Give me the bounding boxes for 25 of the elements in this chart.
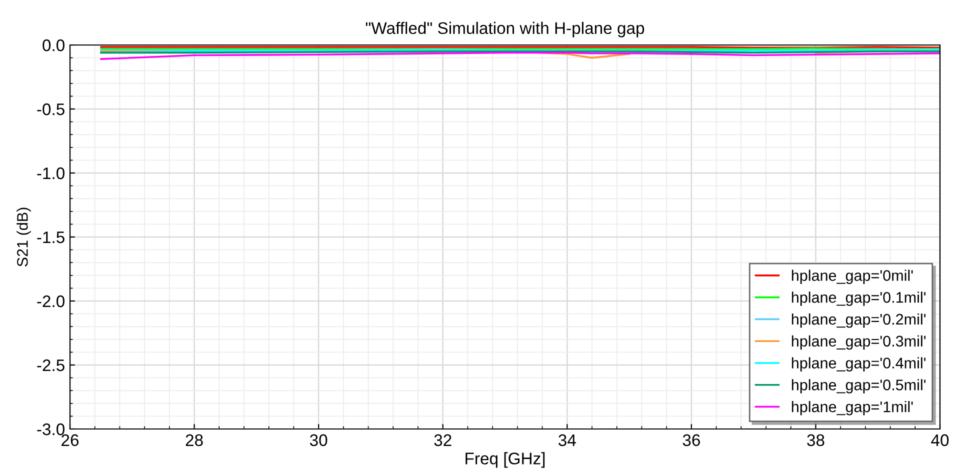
x-tick-label: 38	[807, 434, 824, 446]
legend-label: hplane_gap='0mil'	[792, 270, 913, 284]
x-tick-label: 34	[558, 434, 576, 446]
x-tick-label: 36	[682, 434, 700, 446]
x-tick-label: 28	[186, 434, 203, 446]
legend-label: hplane_gap='1mil'	[792, 401, 913, 416]
y-axis-title: S21 (dB)	[16, 208, 31, 266]
x-tick-label: 40	[931, 434, 949, 446]
y-tick-label: -1.5	[37, 232, 64, 244]
legend-label: hplane_gap='0.2mil'	[792, 313, 926, 328]
y-tick-label: -2.5	[37, 359, 64, 372]
x-tick-label: 30	[310, 434, 328, 446]
y-tick-label: -3.0	[37, 423, 64, 436]
y-tick-label: -1.0	[37, 167, 64, 180]
y-tick-label: 0.0	[42, 39, 64, 52]
x-tick-label: 32	[434, 434, 452, 446]
legend-label: hplane_gap='0.3mil'	[792, 335, 926, 350]
y-tick-label: -2.0	[37, 295, 64, 308]
x-tick-label: 26	[62, 434, 79, 446]
x-axis-title: Freq [GHz]	[466, 452, 545, 468]
legend-label: hplane_gap='0.5mil'	[792, 379, 926, 394]
legend-label: hplane_gap='0.4mil'	[792, 357, 926, 372]
legend-label: hplane_gap='0.1mil'	[792, 292, 926, 306]
chart-title: "Waffled" Simulation with H-plane gap	[366, 22, 644, 38]
y-tick-label: -0.5	[37, 103, 64, 116]
